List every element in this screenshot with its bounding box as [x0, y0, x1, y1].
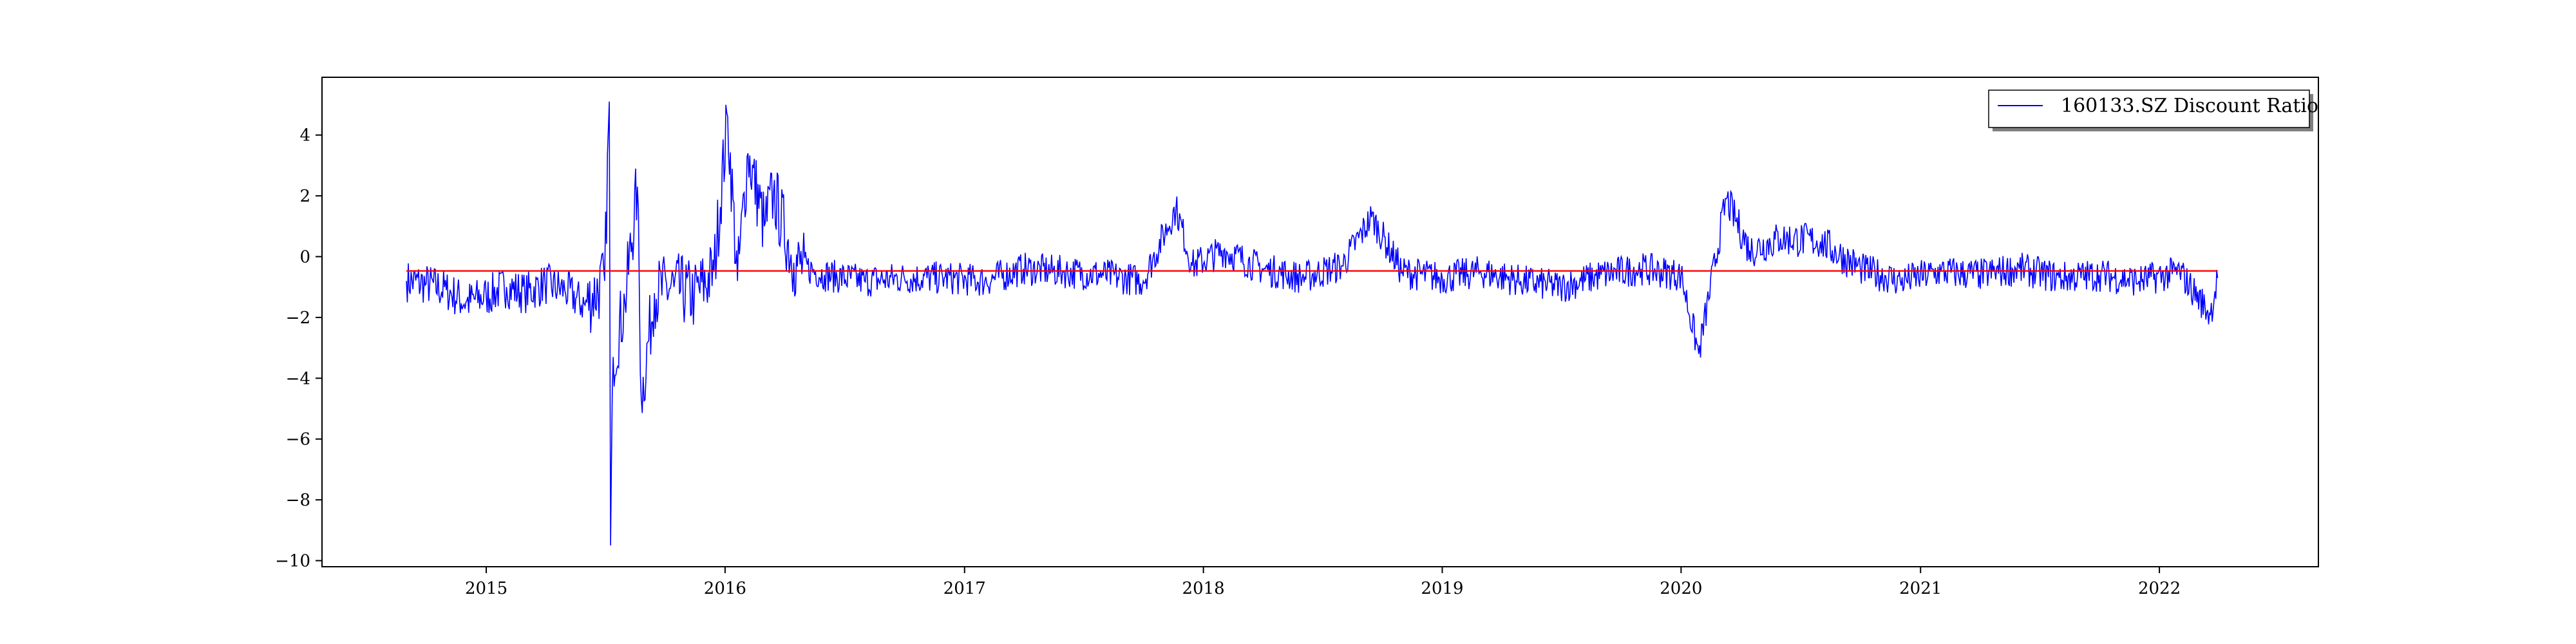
y-tick-label: −2 — [286, 308, 310, 328]
y-tick-label: −6 — [286, 430, 310, 450]
legend: 160133.SZ Discount Ratio — [1988, 90, 2318, 131]
x-tick-label: 2016 — [704, 579, 746, 598]
axes-frame — [321, 77, 2319, 567]
x-axis: 2015 2016 2017 2018 2019 2020 2021 2022 — [465, 567, 2181, 598]
y-tick-label: 0 — [299, 248, 310, 267]
y-tick-label: 4 — [299, 126, 310, 146]
x-tick-label: 2015 — [465, 579, 507, 598]
legend-entry-label: 160133.SZ Discount Ratio — [2061, 95, 2318, 117]
x-tick-label: 2018 — [1182, 579, 1225, 598]
y-tick-label: −4 — [286, 369, 310, 388]
x-tick-label: 2022 — [2138, 579, 2181, 598]
x-tick-label: 2017 — [943, 579, 986, 598]
x-tick-label: 2020 — [1660, 579, 1702, 598]
y-axis: 4 2 0 −2 −4 −6 −8 −10 — [275, 126, 322, 571]
y-tick-label: −10 — [275, 552, 310, 571]
x-tick-label: 2021 — [1899, 579, 1942, 598]
legend-box — [1988, 90, 2310, 128]
x-tick-label: 2019 — [1421, 579, 1463, 598]
y-tick-label: −8 — [286, 491, 310, 510]
plot-layer — [406, 101, 2219, 546]
y-tick-label: 2 — [299, 187, 310, 206]
